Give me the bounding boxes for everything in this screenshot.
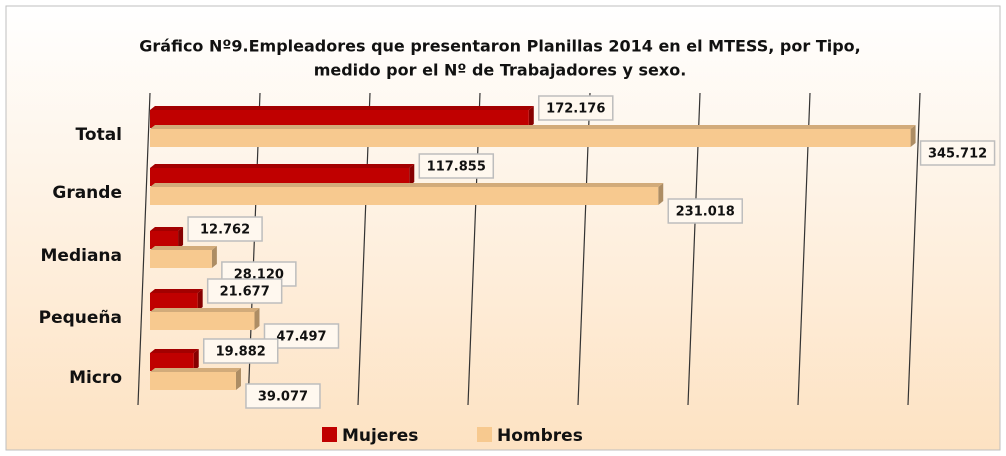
bar bbox=[150, 129, 911, 147]
bar bbox=[150, 168, 410, 186]
category-label: Pequeña bbox=[39, 308, 122, 328]
value-label: 21.677 bbox=[220, 285, 270, 300]
bar bbox=[150, 372, 236, 390]
bar bbox=[150, 187, 659, 205]
bar-side bbox=[193, 349, 199, 371]
legend-swatch bbox=[477, 427, 492, 442]
value-label-box bbox=[418, 153, 495, 179]
value-label-box bbox=[187, 216, 263, 242]
bar bbox=[150, 231, 179, 249]
chart-title: Gráfico Nº9.Empleadores que presentaron … bbox=[139, 37, 860, 56]
value-label: 12.762 bbox=[200, 223, 250, 238]
bar-side bbox=[658, 183, 664, 205]
category-label: Total bbox=[76, 125, 122, 145]
bar-top bbox=[150, 183, 664, 187]
bar bbox=[150, 110, 529, 128]
bar-side bbox=[235, 368, 241, 390]
value-label-box bbox=[206, 278, 283, 304]
value-label: 19.882 bbox=[216, 345, 266, 360]
bar-top bbox=[150, 227, 184, 231]
bar-top bbox=[150, 106, 534, 110]
bar-side bbox=[197, 289, 203, 311]
bar-top bbox=[150, 349, 199, 353]
value-label: 172.176 bbox=[546, 102, 605, 117]
bar-top bbox=[150, 308, 260, 312]
bar-side bbox=[254, 308, 260, 330]
bar bbox=[150, 293, 198, 311]
bar-top bbox=[150, 368, 241, 372]
bar bbox=[150, 312, 255, 330]
category-label: Micro bbox=[69, 368, 122, 388]
bar bbox=[150, 250, 212, 268]
value-label-box bbox=[919, 140, 996, 166]
bar bbox=[150, 353, 194, 371]
value-label-box bbox=[202, 338, 279, 364]
bar-side bbox=[528, 106, 534, 128]
bar-top bbox=[150, 289, 203, 293]
chart-title: medido por el Nº de Trabajadores y sexo. bbox=[314, 61, 687, 80]
bar-side bbox=[178, 227, 184, 249]
category-label: Grande bbox=[52, 183, 122, 203]
legend-label: Hombres bbox=[497, 426, 583, 446]
value-label: 117.855 bbox=[427, 160, 486, 175]
value-label: 231.018 bbox=[676, 205, 735, 220]
bar-side bbox=[910, 125, 916, 147]
grid-line bbox=[137, 92, 151, 406]
value-label: 345.712 bbox=[928, 147, 987, 162]
value-label-box bbox=[667, 198, 743, 224]
value-label-box bbox=[538, 95, 614, 121]
bar-top bbox=[150, 246, 217, 250]
bar-top bbox=[150, 164, 415, 168]
legend-label: Mujeres bbox=[342, 426, 418, 446]
value-label: 47.497 bbox=[276, 330, 326, 345]
category-label: Mediana bbox=[41, 246, 123, 266]
value-label-box bbox=[245, 383, 321, 409]
bar-side bbox=[409, 164, 415, 186]
bar-top bbox=[150, 125, 916, 129]
legend-swatch bbox=[322, 427, 337, 442]
value-label: 39.077 bbox=[258, 390, 308, 405]
grid-line bbox=[907, 92, 921, 406]
bar-side bbox=[211, 246, 217, 268]
